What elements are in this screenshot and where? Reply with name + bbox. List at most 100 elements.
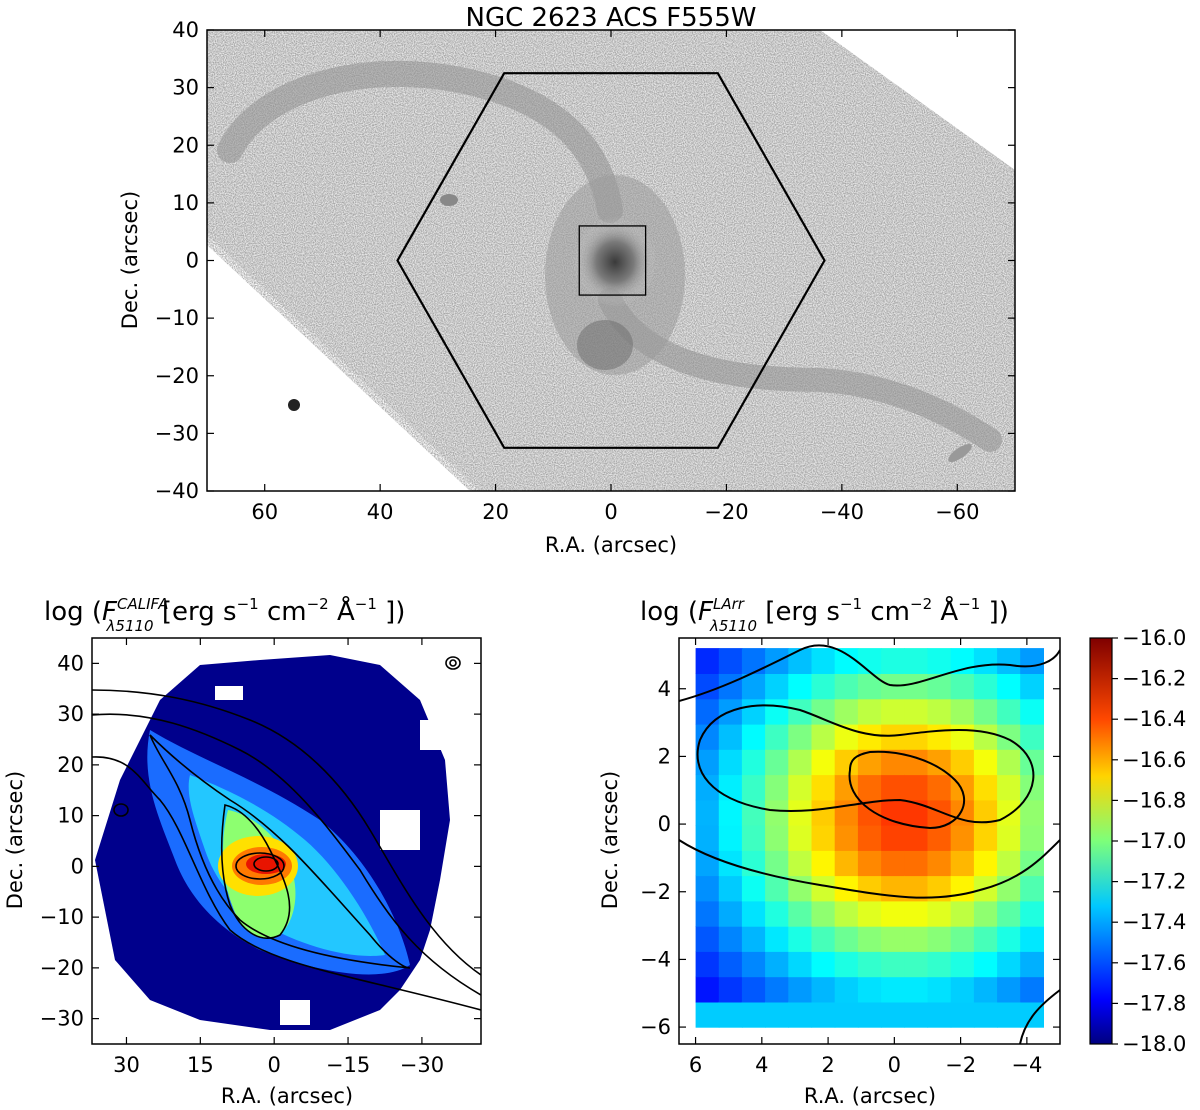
califa-contours — [92, 656, 481, 1011]
larr-pixel — [788, 900, 813, 927]
larr-pixel — [765, 673, 789, 700]
larr-pixel — [904, 749, 929, 776]
ytick-label-califa: −20 — [40, 956, 84, 980]
larr-pixel — [695, 825, 720, 851]
larr-pixel — [997, 900, 1021, 927]
xtick-label-acs: 20 — [482, 500, 509, 524]
larr-pixel — [973, 673, 998, 700]
xtick-label-larr: 6 — [689, 1053, 702, 1077]
panel-califa-map: 30 15 0 −15 −30 40 30 20 10 0 −10 −20 −30 log (FCALI… — [3, 595, 482, 1108]
larr-pixel — [834, 749, 859, 776]
larr-pixel — [881, 926, 905, 952]
larr-pixel — [695, 875, 720, 902]
larr-pixel — [718, 926, 743, 952]
larr-pixel — [695, 951, 720, 978]
tidal-tail-north — [217, 60, 623, 223]
larr-pixel — [927, 850, 952, 877]
larr-pixel — [950, 749, 975, 776]
larr-pixel — [695, 1001, 720, 1028]
larr-pixel — [1020, 976, 1044, 1003]
ylabel-larr: Dec. (arcsec) — [598, 771, 622, 909]
larr-pixel — [950, 723, 975, 750]
larr-pixel — [695, 926, 720, 952]
larr-pixel — [997, 749, 1021, 776]
larr-pixel — [904, 900, 929, 927]
larr-pixel — [950, 951, 975, 978]
xlabel-califa: R.A. (arcsec) — [221, 1084, 353, 1108]
larr-pixel — [857, 825, 882, 851]
larr-pixel — [1020, 900, 1044, 927]
ytick-label-califa: 20 — [57, 753, 84, 777]
xtick-label-acs: 40 — [367, 500, 394, 524]
title-califa: log (FCALIFA λ5110 [erg s−1 cm−2 Å−1 ]) — [44, 595, 405, 635]
larr-pixel — [695, 698, 720, 725]
larr-pixel — [857, 799, 882, 826]
larr-pixel — [973, 648, 998, 674]
larr-pixel — [973, 825, 998, 851]
colorbar-tick-label: −16.2 — [1122, 667, 1186, 691]
larr-pixel — [857, 1001, 882, 1028]
larr-pixel — [857, 774, 882, 801]
larr-pixel — [765, 825, 789, 851]
larr-pixel — [904, 875, 929, 902]
larr-pixel — [1020, 875, 1044, 902]
larr-pixel — [927, 825, 952, 851]
larr-pixel — [741, 648, 766, 674]
colorbar-tick-label: −16.4 — [1122, 707, 1186, 731]
xtick-label-califa: −15 — [326, 1053, 370, 1077]
title-acs: NGC 2623 ACS F555W — [466, 3, 757, 33]
larr-pixel — [1020, 723, 1044, 750]
larr-pixel — [811, 951, 836, 978]
mask-hole — [420, 720, 450, 750]
xlabel-acs: R.A. (arcsec) — [545, 533, 677, 557]
ytick-label-larr: 4 — [658, 677, 671, 701]
larr-pixel — [834, 774, 859, 801]
larr-pixel — [765, 749, 789, 776]
ytick-label-califa: 0 — [71, 854, 84, 878]
larr-pixel — [997, 648, 1021, 674]
larr-pixel — [741, 825, 766, 851]
larr-pixel — [695, 749, 720, 776]
larr-pixel — [741, 673, 766, 700]
larr-pixel — [765, 723, 789, 750]
larr-pixel — [765, 1001, 789, 1028]
larr-pixel — [950, 850, 975, 877]
pmas-hexagon-footprint — [396, 72, 826, 449]
ytick-label-califa: 40 — [57, 651, 84, 675]
larr-pixel — [695, 799, 720, 826]
mask-hole — [380, 810, 420, 850]
larr-pixel — [788, 673, 813, 700]
mask-hole — [280, 1000, 310, 1025]
larr-pixel — [788, 926, 813, 952]
larr-pixel — [811, 673, 836, 700]
larr-pixel — [950, 875, 975, 902]
larr-pixel — [997, 926, 1021, 952]
larr-pixel — [765, 976, 789, 1003]
colorbar-tick-label: −18.0 — [1122, 1032, 1186, 1056]
larr-pixel — [904, 648, 929, 674]
colorbar-tick-label: −17.4 — [1122, 910, 1186, 934]
ytick-label-larr: 0 — [658, 812, 671, 836]
larr-pixel — [834, 825, 859, 851]
larr-pixel — [857, 951, 882, 978]
ticks-larr: 6 4 2 0 −2 −4 4 2 0 −2 −4 −6 — [640, 638, 1060, 1077]
axes-frame-larr — [678, 637, 1061, 1045]
larr-pixel — [997, 951, 1021, 978]
larr-pixel — [904, 926, 929, 952]
larr-pixel — [973, 723, 998, 750]
califa-core-red — [246, 854, 286, 874]
larr-pixel — [741, 774, 766, 801]
colorbar-tick-label: −16.0 — [1122, 626, 1186, 650]
colorbar-tick-label: −17.0 — [1122, 829, 1186, 853]
larr-pixel — [834, 926, 859, 952]
larr-pixel — [927, 698, 952, 725]
ytick-label-califa: −30 — [40, 1007, 84, 1031]
ytick-label-califa: 30 — [57, 702, 84, 726]
larr-pixel — [950, 825, 975, 851]
larr-pixel — [857, 976, 882, 1003]
larr-pixel — [857, 749, 882, 776]
acs-image — [207, 30, 1015, 491]
larr-pixel — [718, 951, 743, 978]
ytick-label-acs: 30 — [172, 76, 199, 100]
larr-pixel — [904, 723, 929, 750]
